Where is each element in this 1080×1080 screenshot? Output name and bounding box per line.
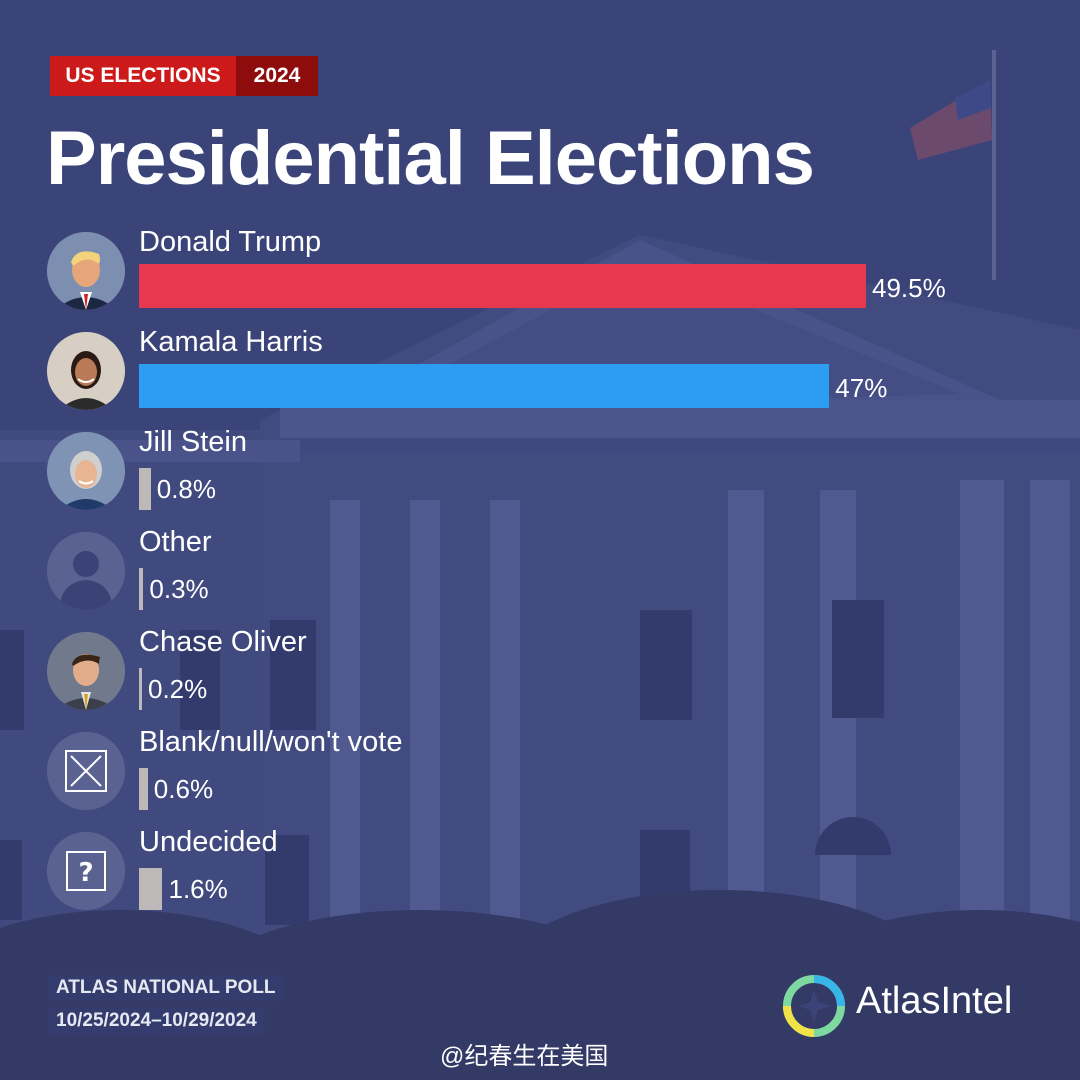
data-label: 0.2%: [148, 674, 208, 704]
data-label: 0.8%: [156, 474, 216, 504]
data-label: 47%: [835, 373, 888, 403]
bar: [139, 668, 142, 710]
page-title: Presidential Elections: [46, 116, 815, 201]
bar: [139, 868, 163, 910]
portrait-stein-avatar: [47, 432, 125, 510]
candidate-name: Donald Trump: [139, 226, 322, 258]
candidate-name: Other: [139, 526, 212, 558]
candidate-row: ? Undecided 1.6%: [0, 826, 1080, 932]
candidate-row: Jill Stein 0.8%: [0, 426, 1080, 532]
bar: [139, 468, 151, 510]
question-box-icon: ?: [47, 832, 125, 910]
portrait-harris-avatar: [47, 332, 125, 410]
data-label: 0.3%: [149, 574, 209, 604]
candidate-name: Chase Oliver: [139, 626, 307, 658]
year-badge: 2024: [236, 56, 318, 96]
candidate-row: Blank/null/won't vote 0.6%: [0, 726, 1080, 832]
candidate-row: Kamala Harris 47%: [0, 326, 1080, 432]
poll-name: ATLAS NATIONAL POLL: [48, 975, 284, 1001]
candidate-row: Chase Oliver 0.2%: [0, 626, 1080, 732]
candidate-name: Kamala Harris: [139, 326, 323, 358]
bar: [139, 364, 830, 408]
bar: [139, 768, 148, 810]
x-box-icon: [47, 732, 125, 810]
svg-text:?: ?: [78, 858, 93, 888]
data-label: 49.5%: [872, 273, 946, 303]
portrait-trump-avatar: [47, 232, 125, 310]
bar: [139, 264, 866, 308]
candidate-name: Undecided: [139, 826, 278, 858]
data-label: 0.6%: [153, 774, 214, 804]
candidate-name: Jill Stein: [139, 426, 247, 458]
portrait-oliver-avatar: [47, 632, 125, 710]
atlasintel-brand: AtlasIntel: [856, 980, 1013, 1022]
atlasintel-logo-icon: [783, 975, 845, 1037]
data-label: 1.6%: [168, 874, 228, 904]
poll-dates: 10/25/2024–10/29/2024: [48, 1008, 265, 1034]
candidate-row: Other 0.3%: [0, 526, 1080, 632]
candidate-row: Donald Trump 49.5%: [0, 226, 1080, 332]
bar: [139, 568, 144, 610]
person-silhouette-icon: [47, 532, 125, 610]
category-badge: US ELECTIONS: [50, 56, 236, 96]
weibo-watermark: @纪春生在美国: [440, 1043, 609, 1070]
candidate-name: Blank/null/won't vote: [139, 726, 403, 758]
